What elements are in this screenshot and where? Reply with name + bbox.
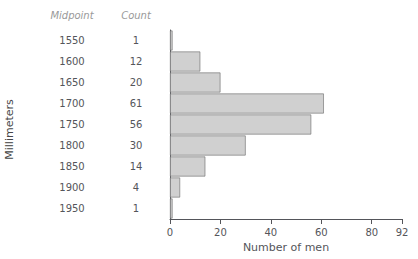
svg-text:61: 61 <box>130 98 143 109</box>
svg-text:Count: Count <box>121 10 152 21</box>
svg-text:20: 20 <box>214 227 227 238</box>
svg-text:40: 40 <box>265 227 278 238</box>
svg-text:1950: 1950 <box>59 203 84 214</box>
svg-text:0: 0 <box>167 227 173 238</box>
svg-text:56: 56 <box>130 119 143 130</box>
svg-text:Midpoint: Midpoint <box>50 10 94 21</box>
svg-text:1550: 1550 <box>59 35 84 46</box>
svg-text:80: 80 <box>365 227 378 238</box>
svg-text:14: 14 <box>130 161 143 172</box>
svg-text:Number of men: Number of men <box>243 241 329 254</box>
svg-text:1650: 1650 <box>59 77 84 88</box>
svg-text:60: 60 <box>315 227 328 238</box>
svg-text:12: 12 <box>130 56 143 67</box>
svg-text:1: 1 <box>133 203 139 214</box>
svg-text:1600: 1600 <box>59 56 84 67</box>
svg-text:1750: 1750 <box>59 119 84 130</box>
svg-text:Millimeters: Millimeters <box>3 99 16 160</box>
svg-text:1850: 1850 <box>59 161 84 172</box>
svg-text:1900: 1900 <box>59 182 84 193</box>
svg-text:1: 1 <box>133 35 139 46</box>
svg-text:20: 20 <box>130 77 143 88</box>
svg-text:92: 92 <box>396 227 409 238</box>
svg-text:1700: 1700 <box>59 98 84 109</box>
svg-text:4: 4 <box>133 182 139 193</box>
svg-text:30: 30 <box>130 140 143 151</box>
svg-text:1800: 1800 <box>59 140 84 151</box>
